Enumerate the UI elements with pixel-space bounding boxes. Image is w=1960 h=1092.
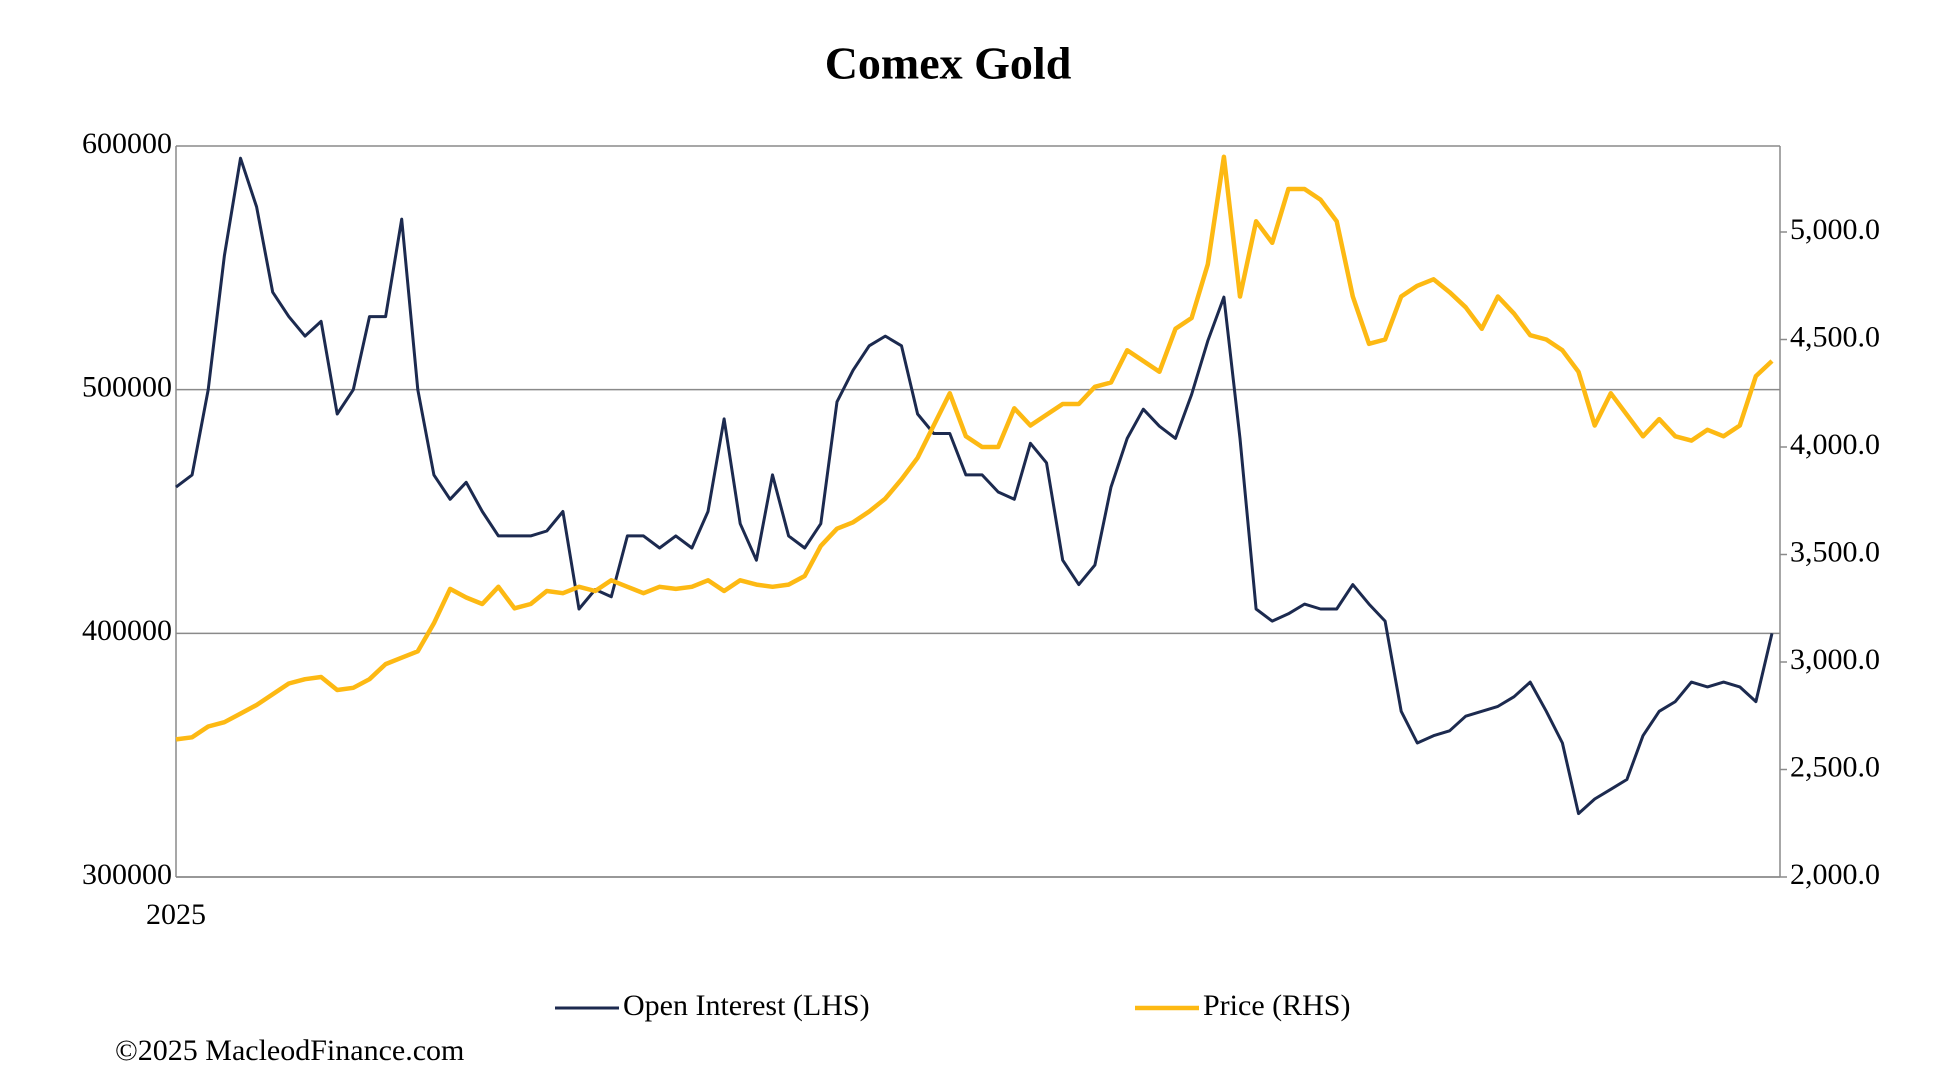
series-line [175,154,1774,742]
y2-tick-label: 2,000.0 [1790,858,1880,891]
y-tick-label: 400000 [82,614,172,647]
legend-label: Open Interest (LHS) [623,989,870,1022]
y2-tick-label: 3,500.0 [1790,535,1880,568]
y2-tick-label: 3,000.0 [1790,643,1880,676]
series-line [175,156,1774,816]
footnote: ©2025 MacleodFinance.com [115,1034,464,1067]
legend-label: Price (RHS) [1203,989,1350,1022]
y-tick-label: 300000 [82,858,172,891]
y-tick-label: 600000 [82,127,172,160]
x-tick-label: 2025 [146,898,206,931]
y-tick-label: 500000 [82,371,172,404]
chart-title: Comex Gold [825,38,1072,89]
y2-tick-label: 4,000.0 [1790,428,1880,461]
y2-tick-label: 5,000.0 [1790,213,1880,246]
y2-tick-label: 2,500.0 [1790,750,1880,783]
y2-tick-label: 4,500.0 [1790,320,1880,353]
